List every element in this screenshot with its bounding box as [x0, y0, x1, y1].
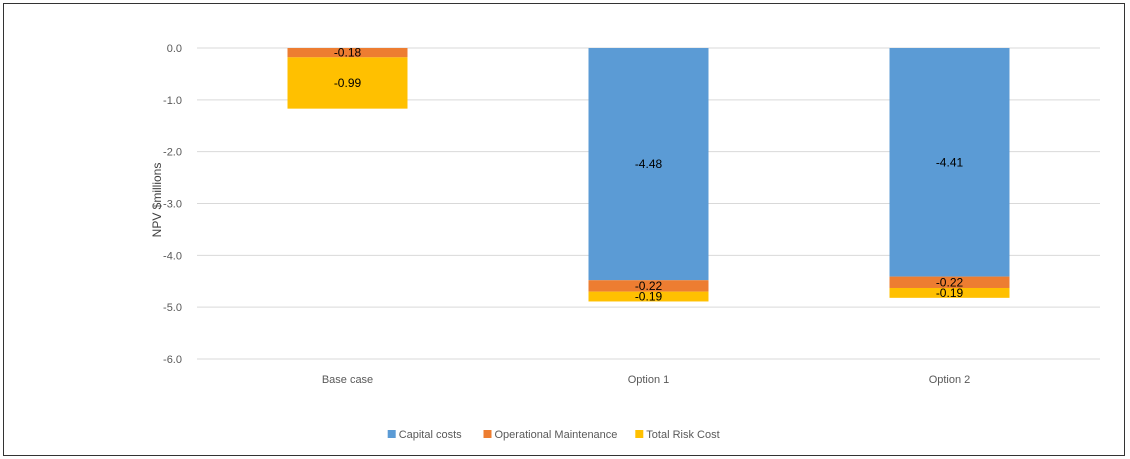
data-label: -0.19 [936, 286, 964, 300]
legend-swatch [483, 430, 492, 438]
x-axis-ticks: Base case Option 1 Option 2 [322, 374, 970, 386]
bar-segment [889, 287, 1010, 298]
x-tick-label: Option 1 [628, 374, 670, 386]
y-tick-label: -5.0 [163, 302, 182, 314]
legend: Capital costs Operational Maintenance Tota… [387, 429, 720, 441]
legend-label: Capital costs [399, 429, 462, 441]
legend-label: Total Risk Cost [646, 429, 719, 441]
bar-segment [287, 48, 408, 58]
bars [287, 48, 1010, 302]
y-tick-label: 0.0 [167, 43, 182, 55]
bar-segment [588, 280, 709, 292]
bar-segment [588, 48, 709, 281]
x-tick-label: Base case [322, 374, 373, 386]
data-label: -0.19 [635, 290, 663, 304]
data-label: -0.18 [334, 46, 362, 60]
bar-segment [889, 276, 1010, 288]
y-tick-label: -6.0 [163, 354, 182, 366]
bar-segment [588, 291, 709, 302]
y-tick-label: -1.0 [163, 95, 182, 107]
data-label: -0.22 [936, 275, 964, 289]
legend-label: Operational Maintenance [495, 429, 618, 441]
y-axis-ticks: 0.0 -1.0 -2.0 -3.0 -4.0 -5.0 -6.0 [163, 43, 182, 366]
bar-segment [287, 57, 408, 109]
legend-swatch [387, 430, 396, 438]
legend-swatch [635, 430, 644, 438]
bar-segment [889, 48, 1010, 277]
y-tick-label: -4.0 [163, 250, 182, 262]
data-label: -4.41 [936, 155, 964, 169]
y-axis-label: NPV $millions [150, 163, 164, 238]
data-labels: -0.18-0.99-4.48-0.22-0.19-4.41-0.22-0.19 [334, 46, 964, 304]
data-label: -0.99 [334, 76, 362, 90]
data-label: -0.22 [635, 279, 663, 293]
y-tick-label: -2.0 [163, 147, 182, 159]
y-tick-label: -3.0 [163, 199, 182, 211]
data-label: -4.48 [635, 157, 663, 171]
x-tick-label: Option 2 [929, 374, 971, 386]
